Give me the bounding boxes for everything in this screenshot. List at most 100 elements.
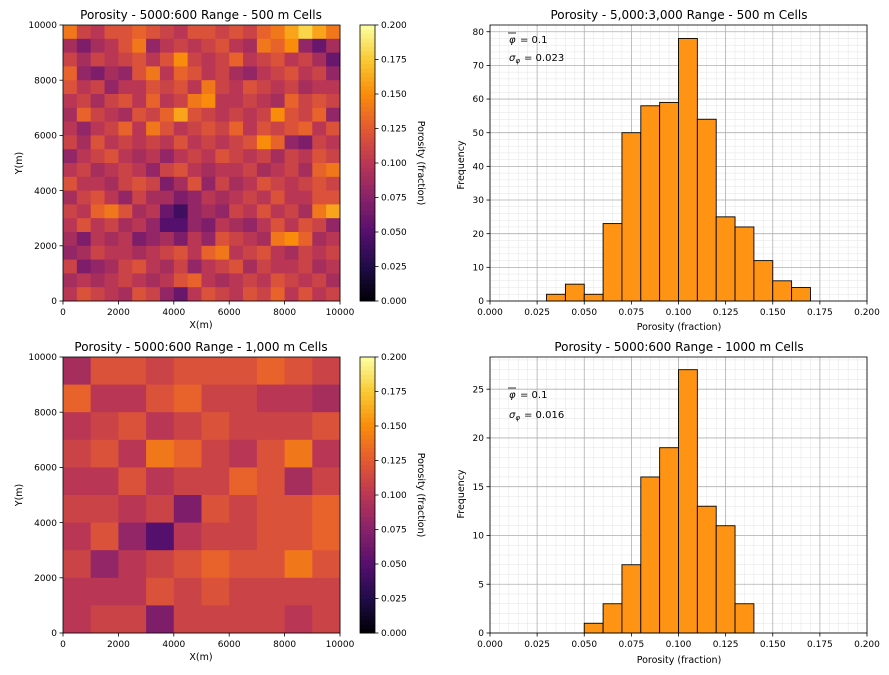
heatmap-cell <box>173 439 202 468</box>
heatmap-cell <box>326 38 341 53</box>
colorbar-segment <box>360 357 375 362</box>
heatmap-cell <box>90 190 105 205</box>
heatmap-cell <box>298 204 313 219</box>
heatmap-cell <box>201 605 230 634</box>
heatmap-cell <box>132 176 147 191</box>
colorbar-segment <box>360 236 375 242</box>
heatmap-cell <box>90 149 105 164</box>
heatmap-cell <box>90 25 105 40</box>
heatmap-cell <box>298 273 313 288</box>
colorbar-segment <box>360 438 375 444</box>
heatmap-cell <box>173 176 189 191</box>
x-tick-label: 0.025 <box>524 640 550 650</box>
y-tick-label: 2000 <box>34 574 57 584</box>
colorbar-segment <box>360 611 375 617</box>
heatmap-cell <box>132 80 147 95</box>
heatmap-cell <box>63 38 78 53</box>
histogram-bar <box>583 293 604 302</box>
histogram-bar <box>546 293 566 302</box>
colorbar-segment <box>360 464 375 470</box>
heatmap-cell <box>201 522 230 551</box>
heatmap-cell <box>312 245 327 260</box>
heatmap-cell <box>132 245 147 260</box>
colorbar-segment <box>360 486 375 492</box>
heatmap-cell <box>63 135 78 150</box>
histogram-1000m-x-ticks: 0.000 0.025 0.050 0.075 0.100 0.125 0.150 0.175… <box>477 633 880 650</box>
heatmap-cell <box>118 412 147 441</box>
colorbar-segment <box>360 482 375 487</box>
heatmap-cell <box>229 232 244 247</box>
colorbar-segment <box>360 163 375 168</box>
heatmap-cell <box>63 412 92 441</box>
colorbar-segment <box>360 175 375 181</box>
heatmap-cell <box>326 163 341 178</box>
heatmap-1000m-cells <box>63 357 341 634</box>
heatmap-cell <box>173 190 189 205</box>
heatmap-cell <box>256 522 285 551</box>
heatmap-cell <box>90 204 105 219</box>
colorbar-tick-label: 0.125 <box>381 457 407 467</box>
heatmap-1000m-colorbar-label: Porosity (fraction) <box>415 453 426 538</box>
colorbar-segment <box>360 193 375 198</box>
heatmap-cell <box>118 245 133 260</box>
y-tick-label: 6000 <box>34 132 57 142</box>
heatmap-cell <box>229 38 244 53</box>
heatmap-cell <box>215 121 230 136</box>
colorbar-segment <box>360 413 375 418</box>
colorbar-tick-label: 0.200 <box>381 353 407 363</box>
colorbar-segment <box>360 180 375 186</box>
heatmap-cell <box>63 605 92 634</box>
heatmap-cell <box>146 204 161 219</box>
heatmap-cell <box>201 577 230 606</box>
heatmap-cell <box>284 259 299 274</box>
heatmap-cell <box>284 232 299 247</box>
heatmap-cell <box>104 66 119 81</box>
heatmap-cell <box>173 577 202 606</box>
colorbar-segment <box>360 29 375 35</box>
colorbar-segment <box>360 615 375 621</box>
y-tick-label: 50 <box>473 129 485 139</box>
colorbar-segment <box>360 210 375 216</box>
colorbar-segment <box>360 296 375 302</box>
heatmap-cell <box>187 218 202 233</box>
colorbar-segment <box>360 25 375 30</box>
heatmap-cell <box>187 94 202 109</box>
heatmap-cell <box>118 94 133 109</box>
heatmap-cell <box>215 163 230 178</box>
heatmap-cell <box>298 25 313 40</box>
heatmap-cell <box>256 245 272 260</box>
heatmap-cell <box>326 245 341 260</box>
colorbar-tick-label: 0.175 <box>381 388 407 398</box>
x-tick-label: 0.050 <box>571 308 597 318</box>
heatmap-cell <box>284 287 299 302</box>
histogram-bar <box>621 564 642 634</box>
heatmap-cell <box>104 52 119 67</box>
heatmap-cell <box>229 163 244 178</box>
histogram-bar <box>602 223 623 302</box>
heatmap-cell <box>104 259 119 274</box>
heatmap-cell <box>76 259 92 274</box>
y-tick-label: 4000 <box>34 187 57 197</box>
heatmap-cell <box>284 176 299 191</box>
heatmap-cell <box>90 135 105 150</box>
heatmap-cell <box>215 232 230 247</box>
heatmap-cell <box>201 52 216 67</box>
colorbar-segment <box>360 451 375 457</box>
heatmap-cell <box>76 176 92 191</box>
colorbar-segment <box>360 279 375 285</box>
colorbar-segment <box>360 490 375 496</box>
heatmap-cell <box>118 259 133 274</box>
colorbar-segment <box>360 564 375 569</box>
colorbar-segment <box>360 538 375 543</box>
heatmap-1000m-y-label: Y(m) <box>14 484 25 507</box>
colorbar-tick-label: 0.100 <box>381 491 407 501</box>
heatmap-cell <box>270 38 285 53</box>
heatmap-1000m-panel: Porosity - 5000:600 Range - 1,000 m Cell… <box>14 340 426 663</box>
heatmap-cell <box>256 190 272 205</box>
heatmap-500m-colorbar-ticks: 0.000 0.025 0.050 0.075 0.100 0.125 0.150 0.175… <box>375 21 407 307</box>
x-tick-label: 0.025 <box>524 308 550 318</box>
heatmap-cell <box>90 412 119 441</box>
heatmap-cell <box>243 80 258 95</box>
x-tick-label: 0.000 <box>477 308 503 318</box>
y-tick-label: 4000 <box>34 519 57 529</box>
